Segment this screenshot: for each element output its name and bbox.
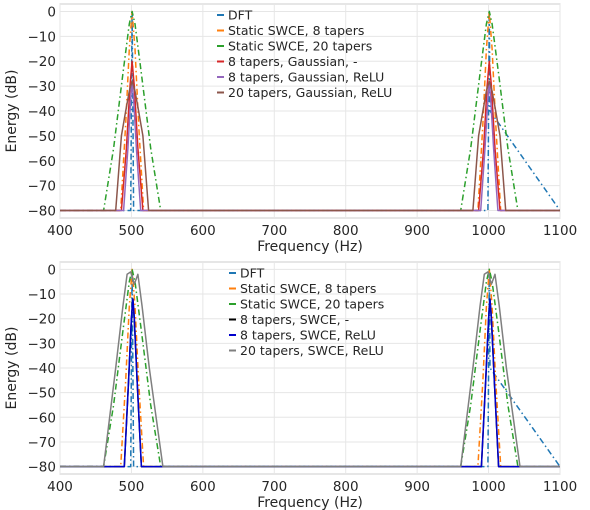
y-tick-label: −70 [28,435,57,451]
y-tick-label: 0 [47,4,56,20]
legend-label: 20 tapers, Gaussian, ReLU [228,85,392,100]
x-tick-label: 1100 [543,223,577,239]
y-tick-label: −40 [28,361,57,377]
legend-label: DFT [228,8,253,23]
legend-label: 8 tapers, Gaussian, - [228,54,358,69]
legend-label: 8 tapers, Gaussian, ReLU [228,70,384,85]
legend-label: Static SWCE, 20 tapers [228,39,372,54]
x-tick-label: 1100 [543,479,577,495]
x-tick-label: 500 [119,223,145,239]
subplot-1: 400 500 600 700 800 900 1000 1100 0 −10 −20 −30 −40 −… [4,3,577,255]
series-group [60,268,560,468]
y-tick-label: −80 [28,460,57,476]
x-tick-label: 1000 [471,479,505,495]
series-line-6 [60,271,560,468]
legend-label: Static SWCE, 8 tapers [228,23,364,38]
legend-label: 8 tapers, SWCE, ReLU [240,328,376,343]
x-tick-label: 800 [333,223,359,239]
y-tick-label: −10 [28,29,57,45]
series-line-3 [60,268,560,468]
x-tick-label: 700 [261,223,287,239]
x-tick-label: 1000 [471,223,505,239]
y-axis-label: Energy (dB) [4,327,20,410]
x-axis-label: Frequency (Hz) [257,495,363,510]
series-line-1 [60,10,560,212]
x-tick-label: 900 [404,223,430,239]
y-tick-label: −10 [28,287,57,303]
subplot-2: 400 500 600 700 800 900 1000 1100 0 −10 −20 −30 −40 −… [4,261,577,510]
legend-label: 20 tapers, SWCE, ReLU [240,343,384,358]
y-tick-label: −50 [28,386,57,402]
x-tick-label: 900 [404,479,430,495]
x-tick-label: 400 [47,479,73,495]
x-axis-label: Frequency (Hz) [257,239,363,255]
y-tick-label: 0 [47,262,56,278]
legend-label: Static SWCE, 20 tapers [240,297,384,312]
legend-label: Static SWCE, 8 tapers [240,281,376,296]
y-tick-label: −60 [28,154,57,170]
y-tick-label: −60 [28,410,57,426]
x-tick-label: 400 [47,223,73,239]
legend-label: 8 tapers, SWCE, - [240,312,349,327]
x-tick-label: 600 [190,479,216,495]
y-tick-label: −20 [28,54,57,70]
y-tick-label: −30 [28,79,57,95]
y-tick-label: −40 [28,104,57,120]
x-tick-label: 800 [333,479,359,495]
x-tick-label: 500 [119,479,145,495]
x-tick-label: 600 [190,223,216,239]
y-axis-label: Energy (dB) [4,70,20,153]
y-tick-label: −80 [28,204,57,220]
series-line-6 [60,80,560,212]
x-tick-label: 700 [261,479,287,495]
y-tick-label: −30 [28,336,57,352]
y-tick-label: −50 [28,129,57,145]
series-group [60,10,560,212]
legend-label: DFT [240,266,265,281]
y-tick-label: −20 [28,312,57,328]
y-tick-label: −70 [28,179,57,195]
